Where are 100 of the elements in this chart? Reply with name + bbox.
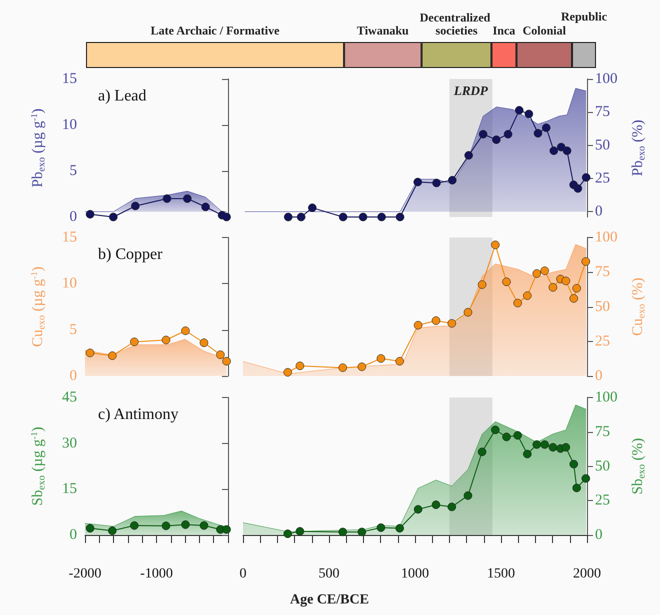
point <box>130 521 139 530</box>
point <box>162 336 170 344</box>
point <box>491 240 500 250</box>
y2-tick-label: 25 <box>595 492 610 509</box>
band-label: LRDP <box>452 83 489 98</box>
y-tick-label: 15 <box>62 230 77 246</box>
point <box>338 528 348 536</box>
point <box>296 212 306 222</box>
point <box>395 524 404 533</box>
y-tick-label: 5 <box>70 163 77 179</box>
y2-tick-label: 0 <box>595 527 602 543</box>
point <box>532 269 542 278</box>
point <box>502 278 511 286</box>
point <box>162 194 172 203</box>
y2-tick-label: 0 <box>595 204 602 220</box>
x-tick-label: -1000 <box>140 566 173 582</box>
point <box>296 527 304 536</box>
y2-tick-label: 100 <box>595 71 618 87</box>
point <box>513 431 522 440</box>
point <box>542 124 550 132</box>
y-axis-title: Pbexo (µg g-1) <box>29 108 48 188</box>
point <box>502 432 511 442</box>
point <box>283 368 292 377</box>
y-tick-label: 0 <box>70 368 77 384</box>
y-tick-label: 10 <box>62 117 77 133</box>
y-tick-label: 5 <box>70 322 77 338</box>
point <box>523 450 532 458</box>
y-tick-label: 15 <box>62 71 77 87</box>
y-tick-label: 0 <box>70 527 77 543</box>
y2-tick-label: 75 <box>595 264 610 280</box>
series-label: Inca <box>492 24 516 38</box>
point <box>548 283 558 292</box>
point <box>513 298 522 308</box>
point <box>570 460 578 468</box>
x-tick-label: 2000 <box>573 566 601 582</box>
point <box>504 130 512 138</box>
point <box>572 484 581 492</box>
point <box>464 308 472 317</box>
point <box>162 522 170 530</box>
point <box>448 176 457 184</box>
point <box>108 351 117 360</box>
point <box>296 362 304 370</box>
text: c) Antimony <box>98 406 178 423</box>
y-tick-label: 15 <box>62 481 77 498</box>
series-label: Colonial <box>522 24 567 38</box>
point <box>130 338 139 346</box>
y2-tick-label: 50 <box>595 137 610 154</box>
point <box>200 521 208 530</box>
point <box>222 356 231 366</box>
y2-tick-label: 25 <box>595 170 610 187</box>
x-tick-label: 1000 <box>401 566 429 582</box>
point <box>86 524 94 533</box>
point <box>478 280 486 289</box>
text: b) Copper <box>98 246 164 263</box>
point <box>395 356 404 366</box>
point <box>448 502 456 512</box>
x-tick-label: 0 <box>240 566 246 582</box>
series-label: Late Archaic / Formative <box>150 24 280 38</box>
point <box>562 443 570 452</box>
point <box>284 212 292 222</box>
x-tick-label: 500 <box>318 566 340 582</box>
y-axis-title: Cuexo (µg g-1) <box>29 266 48 348</box>
point <box>358 362 366 372</box>
y2-tick-label: 25 <box>595 333 610 350</box>
point <box>562 146 572 156</box>
x-tick-label: -2000 <box>68 566 102 582</box>
point <box>376 523 386 532</box>
point <box>131 202 140 210</box>
point <box>532 440 542 449</box>
y-tick-label: 30 <box>62 435 77 452</box>
y2-tick-label: 100 <box>595 390 618 406</box>
point <box>478 448 486 456</box>
point <box>574 184 582 193</box>
x-tick-label: 1500 <box>487 566 515 582</box>
point <box>514 106 524 115</box>
point <box>524 110 534 118</box>
x-axis-title: Age CE/BCE <box>290 592 369 608</box>
point <box>562 276 570 286</box>
y2-tick-label: 75 <box>595 424 610 440</box>
series-label: Republic <box>561 10 608 24</box>
point <box>550 146 558 156</box>
series-label: Decentralized societies <box>420 10 494 38</box>
point <box>582 474 590 483</box>
point <box>464 491 472 500</box>
point <box>582 257 590 266</box>
y2-tick-label: 75 <box>595 104 610 120</box>
point <box>283 530 292 538</box>
point <box>582 173 590 182</box>
point <box>464 151 473 160</box>
point <box>308 204 317 212</box>
y2-axis-title: Sbexo (%) <box>630 438 648 495</box>
point <box>478 130 488 138</box>
point <box>534 129 542 138</box>
y2-tick-label: 50 <box>595 298 610 315</box>
y-axis-title: Sbexo (µg g-1) <box>29 426 48 506</box>
y-tick-label: 0 <box>70 209 77 225</box>
point <box>86 348 94 358</box>
point <box>556 142 566 152</box>
point <box>540 440 549 449</box>
y-tick-label: 45 <box>62 390 77 406</box>
